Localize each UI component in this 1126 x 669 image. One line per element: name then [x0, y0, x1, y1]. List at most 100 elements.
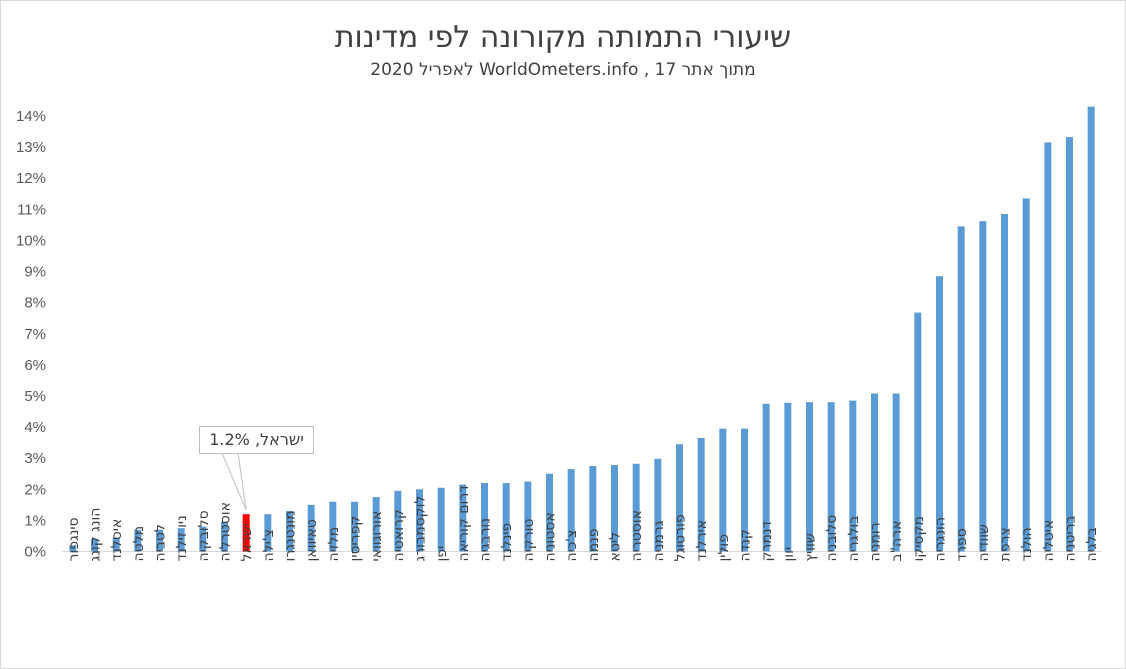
- category-label: אורוגוואי: [369, 511, 385, 562]
- y-tick-label: 11%: [17, 201, 46, 218]
- bar: [112, 537, 120, 552]
- bar: [286, 511, 293, 552]
- y-tick-label: 1%: [24, 512, 46, 529]
- bar: [69, 545, 77, 552]
- category-label: צרפת: [998, 527, 1014, 561]
- bar: [177, 528, 185, 552]
- category-label: טורקיה: [521, 518, 537, 561]
- category-label: אוסטריה: [629, 510, 645, 562]
- category-label: יפן: [434, 546, 450, 562]
- category-label: מונטנגרו: [283, 510, 299, 561]
- bar: [697, 437, 705, 552]
- category-label: יוון: [781, 547, 797, 562]
- category-label: פורטוגל: [673, 514, 689, 561]
- annotation-pointer: [221, 452, 247, 511]
- y-tick-label: 8%: [24, 295, 46, 312]
- category-label: קרואטיה: [391, 509, 407, 561]
- category-label: בריטניה: [1063, 515, 1079, 561]
- category-label: אסטוניה: [543, 512, 559, 561]
- bar: [502, 483, 510, 552]
- category-label: קפריסין: [348, 516, 364, 562]
- bar: [437, 487, 445, 552]
- category-label: צ'ילה: [261, 529, 277, 561]
- category-label: הונגריה: [933, 517, 949, 562]
- category-label: קנדה: [738, 529, 754, 561]
- y-tick-label: 14%: [16, 108, 46, 125]
- category-label: גרמניה: [651, 520, 667, 561]
- y-tick-label: 7%: [24, 326, 46, 343]
- bar: [459, 484, 467, 552]
- bar: [871, 393, 878, 552]
- bar: [221, 521, 228, 552]
- category-label: איטליה: [1041, 520, 1057, 562]
- bar: [199, 526, 207, 552]
- category-label: שוודיה: [976, 524, 992, 562]
- bar: [676, 444, 683, 552]
- bar: [892, 393, 900, 552]
- category-label: סלובקיה: [196, 510, 212, 561]
- category-label: הולנד: [1019, 527, 1035, 561]
- y-tick-label: 4%: [24, 419, 46, 436]
- bar: [156, 529, 163, 552]
- bar: [914, 312, 922, 552]
- category-label: סינגפור: [66, 517, 82, 561]
- y-tick-label: 2%: [24, 481, 46, 498]
- bar: [481, 483, 488, 552]
- chart-subtitle: מתוך אתר WorldOmeters.info , 17 לאפריל 2…: [370, 60, 756, 80]
- category-label: שוויץ: [803, 533, 819, 561]
- bar: [979, 221, 987, 552]
- category-label: ניו זילנד: [174, 515, 190, 561]
- y-tick-label: 9%: [24, 264, 46, 281]
- category-label: בולגריה: [846, 516, 862, 562]
- bar: [1001, 213, 1008, 552]
- bar: [394, 490, 402, 552]
- category-label: סלובניה: [824, 515, 840, 562]
- category-label: ארה"ב: [889, 521, 905, 562]
- y-tick-label: 3%: [24, 450, 46, 467]
- category-label: הונג קונג: [88, 508, 104, 562]
- y-tick-label: 12%: [16, 170, 46, 187]
- category-label: אירלנד: [694, 520, 710, 562]
- bar: [264, 514, 272, 552]
- category-label: בלגיה: [1084, 527, 1100, 561]
- category-label: דרום קוריאה: [456, 485, 472, 562]
- bar: [1044, 142, 1052, 552]
- bar: [849, 400, 857, 552]
- category-label: מלטה: [131, 526, 147, 562]
- bar: [654, 458, 662, 552]
- bar: [546, 473, 553, 552]
- bar: [1066, 137, 1073, 552]
- bar: [329, 501, 337, 552]
- category-label: רומניה: [868, 522, 884, 561]
- y-tick-label: 10%: [16, 232, 46, 249]
- y-tick-label: 13%: [16, 139, 46, 156]
- y-tick-label: 0%: [24, 544, 46, 561]
- bar: [784, 402, 792, 552]
- category-label: מקסיקו: [911, 516, 927, 561]
- bar: [372, 497, 380, 552]
- bar: [416, 489, 423, 552]
- category-label: נורבגיה: [478, 518, 494, 561]
- category-label: ספרד: [954, 528, 970, 561]
- bar: [957, 226, 965, 552]
- bar: [806, 402, 813, 552]
- y-tick-label: 6%: [24, 357, 46, 374]
- chart-title: שיעורי התמותה מקורונה לפי מדינות: [334, 20, 792, 55]
- bar: [242, 514, 250, 552]
- bar: [827, 402, 835, 552]
- bar: [134, 529, 142, 552]
- bar: [762, 403, 770, 552]
- bar: [1022, 198, 1030, 552]
- bar: [741, 428, 748, 552]
- bar: [632, 463, 640, 552]
- category-label: לוקסמבורג: [413, 496, 429, 562]
- category-label: ליטא: [608, 532, 624, 562]
- bar: [611, 465, 618, 552]
- bar: [719, 428, 727, 552]
- category-label: לטביה: [153, 524, 169, 561]
- bar: [307, 504, 315, 552]
- category-label: דנמרק: [759, 521, 775, 562]
- category-label: פינלנד: [499, 523, 515, 562]
- y-tick-label: 5%: [24, 388, 46, 405]
